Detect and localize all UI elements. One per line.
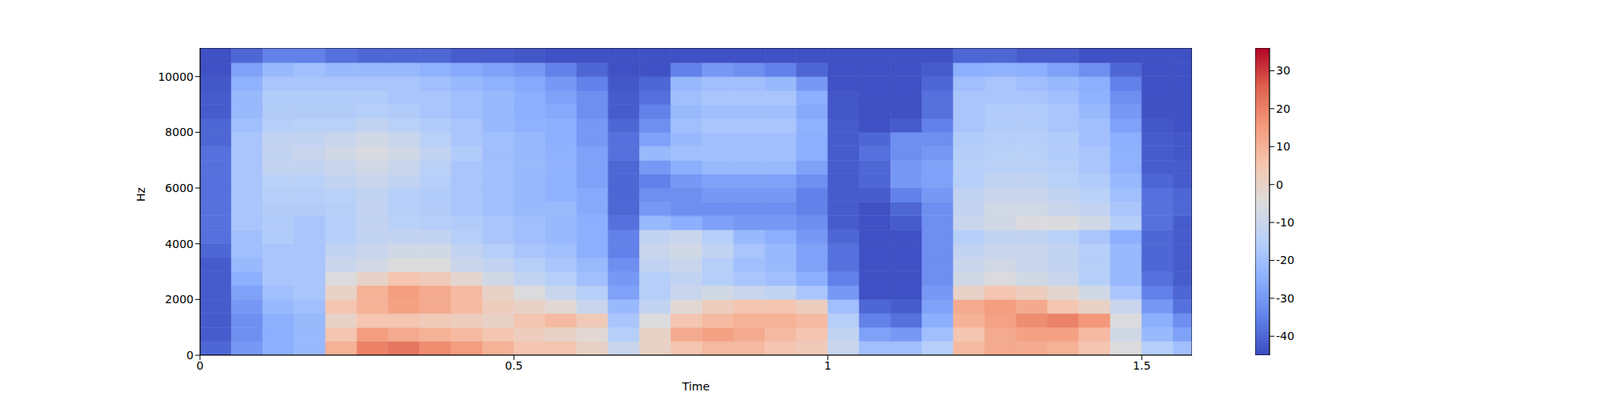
svg-text:6000: 6000	[164, 181, 194, 195]
svg-text:0: 0	[196, 359, 204, 372]
svg-text:1: 1	[824, 359, 832, 372]
svg-text:2000: 2000	[164, 292, 194, 306]
svg-text:20: 20	[1276, 102, 1291, 116]
svg-text:-10: -10	[1276, 216, 1295, 229]
svg-text:4000: 4000	[164, 237, 194, 251]
svg-text:0: 0	[1276, 178, 1284, 192]
svg-text:-40: -40	[1276, 329, 1295, 343]
svg-text:Hz: Hz	[134, 187, 148, 202]
svg-text:10000: 10000	[157, 70, 194, 84]
svg-text:-30: -30	[1276, 292, 1295, 305]
svg-text:8000: 8000	[164, 125, 194, 139]
svg-text:0: 0	[186, 348, 194, 362]
svg-text:10: 10	[1276, 140, 1291, 153]
svg-text:30: 30	[1276, 64, 1291, 77]
svg-text:-20: -20	[1276, 253, 1295, 267]
svg-text:0.5: 0.5	[504, 359, 523, 372]
svg-text:1.5: 1.5	[1132, 359, 1151, 372]
svg-text:Time: Time	[681, 380, 710, 393]
